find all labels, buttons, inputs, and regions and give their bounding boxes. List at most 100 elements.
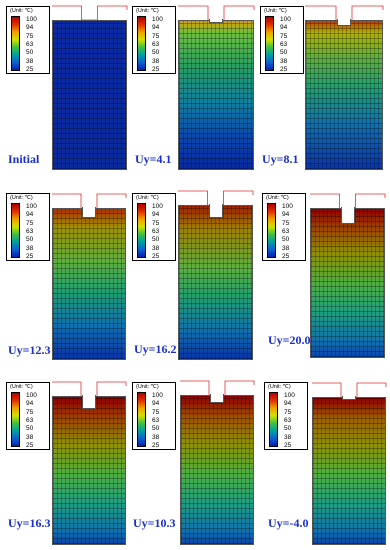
mesh: [53, 21, 126, 169]
legend-level: 25: [152, 441, 160, 449]
legend-level: 50: [152, 236, 160, 244]
legend-level: 75: [280, 32, 288, 40]
color-bar: [269, 392, 278, 447]
legend-level: 38: [152, 244, 160, 252]
legend: (Unit: ℃) 100 94 75 63 50 38 25: [6, 193, 50, 261]
legend-level: 25: [280, 65, 288, 73]
notch: [209, 19, 223, 23]
legend-level: 75: [152, 219, 160, 227]
specimen: [312, 397, 386, 545]
legend-level: 94: [26, 400, 34, 408]
legend-level: 25: [282, 252, 290, 260]
notch: [208, 204, 223, 218]
legend-level: 94: [152, 211, 160, 219]
legend-level: 25: [284, 441, 292, 449]
legend: (Unit: ℃) 100 94 75 63 50 38 25: [262, 193, 306, 261]
legend: (Unit: ℃) 100 94 75 63 50 38 25: [132, 6, 176, 74]
legend-level: 38: [152, 57, 160, 65]
legend-level: 63: [26, 40, 34, 48]
legend-level: 63: [152, 40, 160, 48]
legend-level: 75: [26, 32, 34, 40]
legend-level: 94: [284, 400, 292, 408]
specimen: [52, 20, 127, 170]
legend-level: 50: [282, 236, 290, 244]
legend-level: 75: [152, 32, 160, 40]
notch: [82, 207, 96, 218]
legend-level: 38: [152, 433, 160, 441]
legend-level: 50: [152, 425, 160, 433]
legend-unit: (Unit: ℃): [268, 384, 291, 390]
specimen: [52, 396, 126, 545]
legend-level: 100: [282, 203, 293, 210]
legend-level: 50: [152, 49, 160, 57]
mesh: [179, 206, 252, 359]
legend: (Unit: ℃) 100 94 75 63 50 38 25: [264, 382, 308, 450]
legend-level: 100: [284, 392, 295, 399]
panel-label: Uy=16.2: [134, 342, 177, 356]
color-bar: [11, 16, 20, 71]
color-bar: [265, 16, 274, 71]
panel-label: Uy=10.3: [133, 516, 176, 530]
color-bar: [137, 392, 146, 447]
legend-unit: (Unit: ℃): [136, 195, 159, 201]
mesh: [311, 209, 384, 357]
legend-level: 50: [284, 425, 292, 433]
panel-label: Uy=-4.0: [268, 516, 309, 530]
legend-unit: (Unit: ℃): [266, 195, 289, 201]
legend-level: 38: [284, 433, 292, 441]
legend: (Unit: ℃) 100 94 75 63 50 38 25: [6, 6, 50, 74]
notch: [210, 394, 224, 403]
notch: [337, 19, 351, 26]
legend-unit: (Unit: ℃): [136, 384, 159, 390]
legend-unit: (Unit: ℃): [136, 8, 159, 14]
color-bar: [137, 203, 146, 258]
color-bar: [11, 392, 20, 447]
legend-level: 100: [152, 203, 163, 210]
specimen: [178, 205, 253, 360]
notch: [340, 207, 355, 224]
legend-level: 38: [280, 57, 288, 65]
legend-level: 63: [284, 416, 292, 424]
legend-level: 94: [152, 24, 160, 32]
legend: (Unit: ℃) 100 94 75 63 50 38 25: [6, 382, 50, 450]
legend-level: 94: [26, 211, 34, 219]
notch: [342, 396, 356, 400]
legend-level: 75: [282, 219, 290, 227]
legend-level: 25: [26, 252, 34, 260]
legend: (Unit: ℃) 100 94 75 63 50 38 25: [260, 6, 304, 74]
legend-level: 100: [280, 16, 291, 23]
legend-level: 100: [26, 16, 37, 23]
legend-level: 25: [152, 65, 160, 73]
legend-level: 75: [284, 408, 292, 416]
legend-unit: (Unit: ℃): [264, 8, 287, 14]
mesh: [313, 398, 385, 544]
panel-label: Uy=8.1: [262, 152, 299, 166]
color-bar: [267, 203, 276, 258]
specimen: [305, 20, 383, 170]
panel-label: Uy=16.3: [8, 516, 51, 530]
legend-level: 100: [152, 392, 163, 399]
legend-level: 25: [26, 65, 34, 73]
legend-unit: (Unit: ℃): [10, 384, 33, 390]
legend-unit: (Unit: ℃): [10, 8, 33, 14]
legend-level: 25: [26, 441, 34, 449]
mesh: [181, 396, 253, 544]
legend-level: 75: [152, 408, 160, 416]
legend-level: 50: [26, 236, 34, 244]
legend-level: 94: [280, 24, 288, 32]
panel-label: Uy=20.0: [268, 333, 311, 347]
mesh: [179, 21, 253, 169]
legend-level: 100: [26, 392, 37, 399]
legend-level: 75: [26, 219, 34, 227]
legend-level: 38: [26, 57, 34, 65]
legend-level: 63: [26, 416, 34, 424]
specimen: [180, 395, 254, 545]
panel-label: Uy=12.3: [8, 343, 51, 357]
color-bar: [11, 203, 20, 258]
legend-level: 63: [26, 227, 34, 235]
legend-unit: (Unit: ℃): [10, 195, 33, 201]
legend-level: 94: [282, 211, 290, 219]
legend-level: 63: [280, 40, 288, 48]
legend-level: 63: [152, 416, 160, 424]
legend-level: 63: [282, 227, 290, 235]
